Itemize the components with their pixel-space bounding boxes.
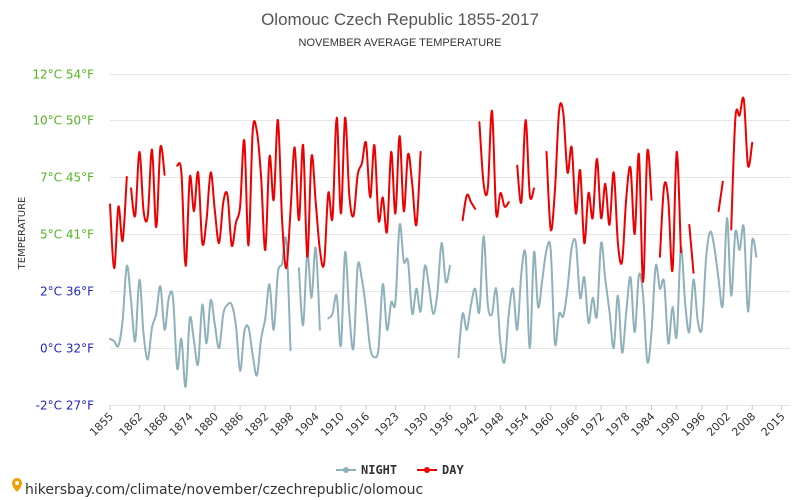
x-tick-labels: 1855 186218681874188018861892189819041910… — [87, 405, 788, 439]
series-day-segment-9 — [717, 180, 724, 213]
series-night-segment-1 — [297, 246, 321, 331]
legend-day[interactable]: DAY — [417, 463, 464, 477]
chart-title: Olomouc Czech Republic 1855-2017 — [261, 10, 539, 29]
x-tick-10: 1916 — [343, 410, 372, 439]
x-tick-18: 1966 — [553, 410, 582, 439]
x-tick-5: 1886 — [217, 410, 246, 439]
footer[interactable]: hikersbay.com/climate/november/czechrepu… — [12, 478, 423, 498]
y-tick-5: 0°C 32°F — [40, 342, 94, 356]
x-tick-2: 1868 — [142, 410, 171, 439]
x-tick-22: 1990 — [654, 410, 683, 439]
x-tick-25: 2008 — [729, 410, 758, 439]
series-day-segment-10 — [730, 96, 754, 231]
footer-link[interactable]: hikersbay.com/climate/november/czechrepu… — [25, 482, 423, 498]
x-tick-24: 2002 — [704, 410, 733, 439]
x-tick-9: 1910 — [318, 410, 347, 439]
series-night-segment-3 — [457, 216, 758, 364]
legend-day-marker — [424, 467, 430, 473]
series-day-segment-0 — [109, 176, 128, 270]
x-tick-7: 1898 — [268, 410, 297, 439]
legend[interactable]: NIGHT DAY — [336, 463, 464, 477]
x-tick-1: 1862 — [117, 410, 146, 439]
series-day-segment-6 — [545, 102, 653, 283]
legend-day-label: DAY — [442, 463, 464, 477]
x-tick-11: 1923 — [373, 410, 402, 439]
x-tick-17: 1960 — [528, 410, 557, 439]
grid-lines — [110, 74, 790, 406]
y-tick-labels: 12°C 54°F 10°C 50°F 7°C 45°F 5°C 41°F 2°C 36… — [32, 68, 94, 413]
x-tick-21: 1984 — [629, 410, 658, 439]
series-day-segment-1 — [130, 144, 166, 229]
series-day-segment-2 — [176, 116, 422, 270]
x-tick-0: 1855 — [87, 410, 116, 439]
x-tick-20: 1978 — [603, 410, 632, 439]
x-tick-3: 1874 — [167, 410, 196, 439]
series-night-segment-2 — [327, 223, 451, 359]
series-day-segment-8 — [688, 223, 695, 274]
series-day-segment-3 — [461, 193, 477, 222]
series-day-segment-5 — [516, 118, 535, 204]
x-tick-15: 1948 — [478, 410, 507, 439]
series-lines — [109, 96, 758, 388]
y-tick-4: 2°C 36°F — [40, 285, 94, 299]
series-day-segment-4 — [478, 109, 510, 218]
x-tick-6: 1892 — [242, 410, 271, 439]
series-night — [109, 216, 758, 388]
location-pin-dot — [15, 481, 19, 485]
x-tick-16: 1954 — [503, 410, 532, 439]
chart-subtitle: NOVEMBER AVERAGE TEMPERATURE — [299, 37, 502, 49]
x-tick-14: 1942 — [452, 410, 481, 439]
x-tick-26: 2015 — [759, 410, 788, 439]
x-tick-12: 1930 — [402, 410, 431, 439]
x-tick-23: 1996 — [679, 410, 708, 439]
x-tick-13: 1936 — [427, 410, 456, 439]
legend-night[interactable]: NIGHT — [336, 463, 397, 477]
x-tick-19: 1972 — [578, 410, 607, 439]
y-tick-3: 5°C 41°F — [40, 228, 94, 242]
y-tick-6: -2°C 27°F — [36, 399, 94, 413]
series-day-segment-7 — [658, 150, 682, 272]
x-tick-8: 1904 — [293, 410, 322, 439]
series-day — [109, 96, 754, 283]
y-tick-2: 7°C 45°F — [40, 171, 94, 185]
series-night-segment-0 — [109, 236, 292, 388]
x-tick-4: 1880 — [192, 410, 221, 439]
legend-night-marker — [343, 467, 349, 473]
legend-night-label: NIGHT — [361, 463, 397, 477]
y-axis-label: TEMPERATURE — [17, 197, 28, 271]
y-tick-0: 12°C 54°F — [32, 68, 94, 82]
y-tick-1: 10°C 50°F — [32, 114, 94, 128]
